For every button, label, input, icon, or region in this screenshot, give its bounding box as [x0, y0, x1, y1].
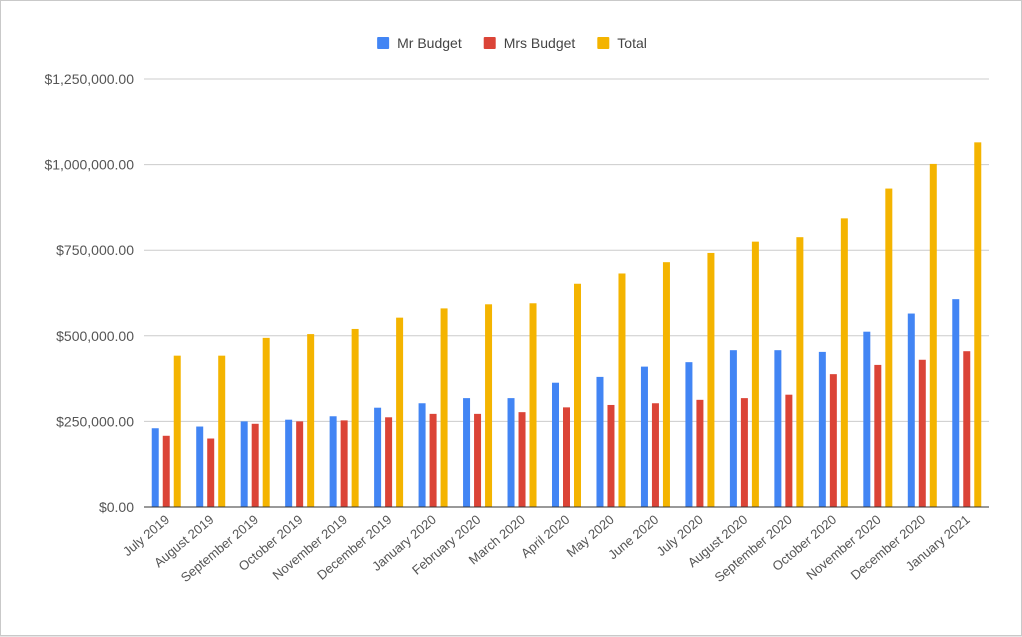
- bar-mrs-budget: [518, 412, 526, 507]
- bar-mrs-budget: [963, 351, 971, 507]
- bar-total: [173, 355, 181, 507]
- y-tick-label: $1,250,000.00: [44, 71, 134, 87]
- y-tick-label: $750,000.00: [56, 242, 134, 258]
- legend-label: Mrs Budget: [504, 35, 576, 51]
- bar-total: [529, 303, 537, 507]
- bar-mrs-budget: [829, 374, 837, 507]
- x-tick-label: December 2020: [848, 512, 929, 583]
- bar-mr-budget: [507, 398, 515, 507]
- legend: Mr Budget Mrs Budget Total: [377, 35, 647, 51]
- bar-mr-budget: [240, 421, 248, 507]
- bar-mr-budget: [818, 351, 826, 507]
- x-tick-label: September 2019: [178, 512, 261, 585]
- bar-mrs-budget: [651, 403, 659, 507]
- y-tick-label: $250,000.00: [56, 413, 134, 429]
- bar-mrs-budget: [563, 407, 570, 507]
- bar-mr-budget: [552, 382, 559, 507]
- bar-mr-budget: [729, 350, 737, 507]
- y-tick-label: $1,000,000.00: [44, 157, 134, 173]
- bar-mrs-budget: [740, 398, 748, 507]
- bar-mrs-budget: [385, 417, 393, 507]
- bar-total: [485, 304, 493, 507]
- bar-total: [218, 355, 226, 507]
- bar-mrs-budget: [162, 435, 170, 507]
- bar-mr-budget: [285, 419, 293, 507]
- legend-swatch: [377, 37, 390, 49]
- bar-total: [796, 237, 804, 508]
- bar-total: [707, 252, 715, 507]
- bar-mrs-budget: [607, 404, 615, 507]
- bar-mr-budget: [685, 362, 693, 507]
- bar-total: [840, 218, 848, 507]
- bar-total: [929, 163, 937, 507]
- bar-mr-budget: [907, 313, 915, 507]
- y-tick-label: $500,000.00: [56, 328, 134, 344]
- bar-mr-budget: [374, 407, 382, 507]
- legend-swatch: [483, 37, 496, 49]
- bar-mr-budget: [596, 376, 604, 507]
- bar-total: [351, 328, 359, 507]
- bar-mrs-budget: [918, 359, 926, 507]
- bar-mr-budget: [463, 398, 471, 507]
- x-tick-label: April 2020: [518, 512, 572, 561]
- bar-mr-budget: [863, 331, 871, 507]
- bars: [151, 142, 982, 508]
- bar-mrs-budget: [785, 394, 793, 507]
- bar-total: [440, 308, 448, 507]
- legend-swatch: [597, 37, 610, 49]
- bar-mr-budget: [640, 366, 648, 507]
- bar-total: [262, 337, 270, 507]
- x-tick-label: September 2020: [712, 512, 795, 585]
- bar-total: [662, 262, 670, 507]
- bar-total: [751, 241, 759, 507]
- bar-mrs-budget: [429, 413, 437, 507]
- bar-total: [974, 142, 982, 507]
- bar-mr-budget: [329, 416, 337, 507]
- gridlines: [144, 78, 989, 422]
- bar-mr-budget: [418, 403, 426, 507]
- bar-mr-budget: [196, 426, 204, 507]
- x-tick-label: November 2020: [803, 512, 884, 583]
- x-tick-label: November 2019: [270, 512, 351, 583]
- bar-total: [885, 188, 893, 507]
- bar-mr-budget: [952, 299, 960, 507]
- bar-mrs-budget: [251, 423, 259, 507]
- bar-mrs-budget: [207, 438, 215, 507]
- y-tick-label: $0.00: [99, 499, 134, 515]
- bar-total: [574, 283, 581, 507]
- bar-mr-budget: [151, 428, 159, 507]
- bar-total: [396, 317, 404, 507]
- bar-mrs-budget: [696, 399, 704, 507]
- bar-mrs-budget: [340, 420, 348, 507]
- legend-label: Mr Budget: [397, 35, 462, 51]
- bar-total: [307, 334, 315, 507]
- bar-mrs-budget: [296, 421, 304, 507]
- legend-label: Total: [617, 35, 647, 51]
- bar-mrs-budget: [474, 413, 482, 507]
- bar-mr-budget: [774, 350, 782, 507]
- bar-mrs-budget: [874, 364, 882, 507]
- x-tick-label: December 2019: [314, 512, 395, 583]
- bar-total: [618, 273, 626, 507]
